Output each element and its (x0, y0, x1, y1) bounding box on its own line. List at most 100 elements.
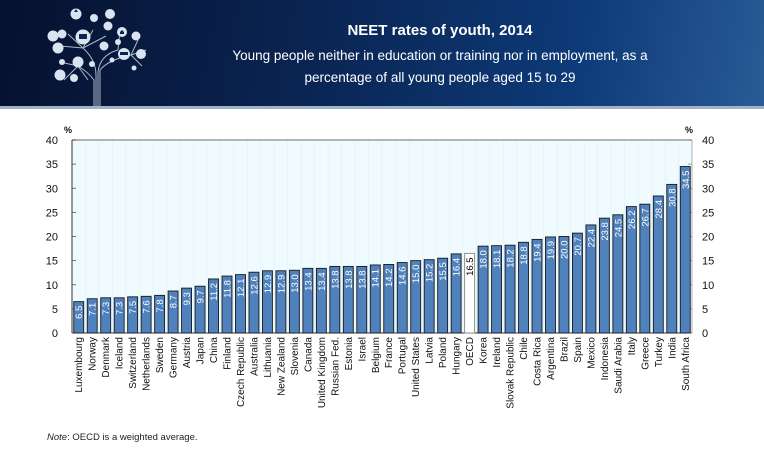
y-tick-label-left: 15 (46, 256, 58, 268)
bar-value-label: 18.1 (492, 250, 503, 269)
bar (571, 232, 583, 334)
bar-value-label: 23.8 (600, 222, 611, 241)
bar-value-label: 12.1 (236, 279, 247, 298)
y-tick-label-left: 25 (46, 207, 58, 219)
y-tick-label-left: 10 (46, 280, 58, 292)
bar-value-label: 26.7 (640, 208, 651, 227)
bar-value-label: 9.7 (196, 290, 207, 303)
bar-value-label: 7.1 (88, 303, 99, 316)
bar-value-label: 13.8 (344, 270, 355, 289)
bar-value-label: 7.3 (115, 302, 126, 315)
bar (679, 166, 691, 334)
bar-value-label: 18.8 (519, 246, 530, 264)
y-tick-label-right: 0 (702, 328, 708, 340)
bar-value-label: 13.8 (357, 270, 368, 289)
bar-value-label: 20.7 (573, 237, 584, 256)
bar-value-label: 11.8 (223, 280, 234, 298)
x-tick-label: Canada (303, 337, 314, 372)
bar-value-label: 30.8 (667, 188, 678, 207)
x-tick-label: Mexico (586, 337, 597, 369)
x-tick-label: Italy (627, 337, 638, 355)
bar-value-label: 13.0 (290, 274, 301, 293)
x-tick-label: Latvia (425, 337, 436, 364)
x-tick-label: Germany (169, 337, 180, 378)
x-tick-label: Indonesia (600, 337, 611, 381)
bar-value-label: 12.6 (249, 276, 260, 295)
y-tick-label-right: 10 (702, 280, 714, 292)
bar-value-label: 18.2 (506, 249, 517, 268)
bar-value-label: 12.9 (263, 275, 274, 294)
y-tick-label-right: 25 (702, 207, 714, 219)
bar (598, 217, 610, 334)
chart-subtitle-line1: Young people neither in education or tra… (232, 48, 648, 63)
bar (450, 253, 462, 334)
y-tick-label-right: 20 (702, 232, 714, 244)
bar-value-label: 15.5 (438, 262, 449, 281)
x-tick-label: Argentina (546, 337, 557, 380)
y-tick-label-right: 40 (702, 135, 714, 147)
x-tick-label: Switzerland (128, 337, 139, 389)
bar (369, 264, 381, 334)
x-tick-label: Japan (196, 337, 207, 364)
x-tick-label: Iceland (115, 337, 126, 369)
bar (437, 257, 449, 334)
bar (288, 269, 300, 334)
x-tick-label: Norway (88, 337, 99, 371)
bar-value-label: 7.5 (128, 301, 139, 314)
bar-value-label: 13.4 (303, 272, 314, 291)
bar-value-label: 14.1 (371, 269, 382, 288)
bar (154, 294, 166, 334)
x-tick-label: Luxembourg (74, 337, 85, 393)
x-tick-label: Netherlands (142, 337, 153, 391)
x-tick-label: France (384, 337, 395, 369)
y-tick-label-right: 30 (702, 183, 714, 195)
bar-value-label: 13.8 (330, 270, 341, 289)
y-tick-label-right: 15 (702, 256, 714, 268)
bar (100, 297, 112, 334)
x-tick-label: Australia (249, 337, 260, 376)
y-tick-label-left: 30 (46, 183, 58, 195)
y-axis-unit-right: % (685, 125, 693, 135)
bar-chart: 0 0 5 5 10 10 15 15 20 20 25 25 30 30 35 35 40 40% % 6.5 Lux… (46, 125, 715, 409)
bar-value-label: 19.9 (546, 241, 557, 259)
x-tick-label: Czech Republic (236, 337, 247, 407)
x-tick-label: Israel (357, 337, 368, 361)
x-tick-label: Saudi Arabia (613, 337, 624, 394)
bar-value-label: 14.2 (384, 268, 395, 287)
bar (181, 287, 193, 334)
bar (221, 275, 233, 334)
bar (423, 259, 435, 334)
network-tree-icon (47, 8, 147, 108)
x-tick-label: Costa Rica (533, 337, 544, 386)
bar-value-label: 19.4 (533, 243, 544, 262)
bar (208, 278, 219, 334)
bar (248, 271, 260, 334)
bar-value-label: 11.2 (209, 283, 220, 301)
chart-title: NEET rates of youth, 2014 (347, 22, 533, 39)
bar (261, 270, 273, 334)
bar (666, 183, 678, 334)
bar-value-label: 26.2 (627, 211, 638, 230)
x-tick-label: Greece (640, 337, 651, 370)
x-tick-label: Spain (573, 337, 584, 363)
bar-value-label: 9.3 (182, 292, 193, 305)
header-banner: NEET rates of youth, 2014 Young people n… (0, 0, 764, 108)
bar (235, 274, 246, 334)
bar (113, 297, 125, 334)
bar (491, 245, 503, 334)
x-tick-label: United States (411, 337, 422, 397)
x-tick-label: United Kingdom (317, 337, 328, 408)
x-tick-label: China (209, 337, 220, 364)
bar (275, 270, 287, 334)
bar-value-label: 6.5 (74, 306, 85, 319)
bar-value-label: 34.5 (681, 171, 692, 190)
bar-value-label: 7.8 (155, 299, 166, 312)
x-tick-label: Chile (519, 337, 530, 360)
bar-value-label: 18.0 (479, 250, 490, 269)
bar (477, 245, 489, 334)
x-tick-label: South Africa (681, 337, 692, 391)
bar (518, 241, 529, 334)
bar-value-label: 8.7 (169, 295, 180, 308)
y-tick-label-left: 40 (46, 135, 58, 147)
x-tick-label: Ireland (492, 337, 503, 368)
